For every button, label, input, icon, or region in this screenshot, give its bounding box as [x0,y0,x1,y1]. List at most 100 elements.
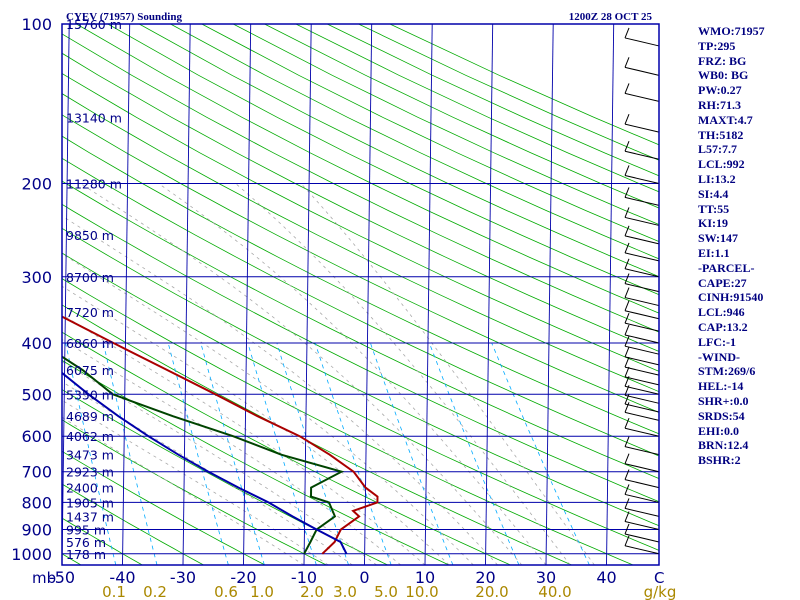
index-line: SW:147 [698,231,739,246]
temperature-tick-label: 40 [596,568,616,587]
wind-barb [624,174,660,184]
wind-barb-feather [624,300,630,311]
pressure-tick-label: 1000 [11,545,52,564]
temperature-tick-label: 20 [475,568,495,587]
isotherm-line [2,24,9,565]
index-line: SRDS:54 [698,408,745,423]
plot-frame [61,23,660,566]
moist-adiabat [62,215,498,565]
pressure-tick-label: 100 [21,15,52,34]
wind-barb [624,322,660,332]
wind-barb-feather [624,258,630,269]
dry-adiabat [62,278,634,565]
height-label: 4689 m [66,409,114,424]
dry-adiabat [62,389,388,565]
dry-adiabat [62,359,450,565]
mixing-ratio-lines [65,342,590,565]
dry-adiabat [62,203,659,503]
height-label: 1437 m [66,509,114,524]
wind-barb [624,283,660,293]
wind-barb [624,37,660,47]
wind-barb [624,394,660,404]
wind-barb-feather [624,385,630,396]
dry-adiabat [62,93,659,393]
dry-adiabat [62,52,659,352]
mixing-ratio-line [247,342,317,565]
wind-barb-feather [624,83,630,94]
wind-barb [624,334,660,344]
temperature-tick-label: 10 [415,568,435,587]
wind-barb-feather [624,346,630,358]
index-line: EI:1.1 [698,245,730,260]
moist-adiabat [62,285,450,565]
wind-barb [624,235,660,245]
height-label: 13140 m [66,110,122,125]
pressure-tick-label: 500 [21,385,52,404]
temperature-tick-label: -10 [291,568,317,587]
index-line: PW:0.27 [698,83,742,98]
index-line: CAPE:27 [698,275,747,290]
index-line: KI:19 [698,216,728,231]
isotherm-lines [2,24,615,565]
temperature-tick-label: 30 [536,568,556,587]
dry-adiabat [62,33,659,333]
wind-barb [624,123,660,133]
height-label: 9850 m [66,228,114,243]
wind-barbs [624,27,660,555]
index-line: -PARCEL- [698,260,755,275]
pressure-tick-label: 800 [21,493,52,512]
wind-barb-feather [624,356,630,368]
isotherm-line [122,24,131,565]
wind-barb [624,345,660,355]
isotherm-line [424,24,433,565]
wind-barb-feather [624,335,630,347]
dry-adiabat [139,24,659,278]
wind-barb [624,66,660,76]
pressure-unit-label: mb [32,569,56,587]
wind-barb [624,521,660,531]
wind-barb [624,493,660,503]
moist-adiabat [158,183,547,565]
height-label: 6075 m [66,363,114,378]
mixing-ratio-label: 1.0 [250,583,274,600]
wind-barb-feather [624,57,630,68]
index-line: SI:4.4 [698,186,729,201]
index-line: SHR+:0.0 [698,393,749,408]
index-line: MAXT:4.7 [698,112,753,127]
chart-subtitle: 1200Z 28 OCT 25 [569,11,653,23]
wind-barb-feather [624,165,630,176]
pressure-tick-label: 900 [21,521,52,540]
wind-barb-feather [624,511,630,522]
mixing-ratio-line [314,342,392,565]
wind-barb-feather [624,113,630,125]
moist-adiabat [300,183,595,565]
mixing-ratio-line [200,342,265,565]
wind-barb-feather [624,207,630,218]
height-label: 11280 m [66,176,122,191]
moist-adiabat [80,183,523,565]
wind-barb-feather [624,366,630,378]
wind-barb-feather [624,436,630,447]
temperature-tick-label: -40 [109,568,135,587]
wind-barb-feather [624,402,630,413]
wind-barb-feather [624,535,630,546]
dewpoint-profile [62,355,345,555]
wind-barb [624,216,660,226]
dry-adiabat [62,135,659,435]
dry-adiabat [62,450,266,565]
wind-barb-feather [624,312,630,324]
height-label: 2923 m [66,465,114,480]
temperature-unit-label: C [654,569,664,587]
wind-barb [624,376,660,386]
dry-adiabat [62,483,204,565]
wind-barb-feather [624,141,630,152]
wind-barb [624,411,660,421]
height-label: 6860 m [66,336,114,351]
isotherm-line [606,24,615,565]
index-line: BSHR:2 [698,453,741,468]
dry-adiabat [107,24,659,296]
mixing-ratio-line [65,342,117,565]
moist-adiabat [62,338,402,565]
isotherm-line [364,24,373,565]
wind-barb-feather [624,498,630,509]
